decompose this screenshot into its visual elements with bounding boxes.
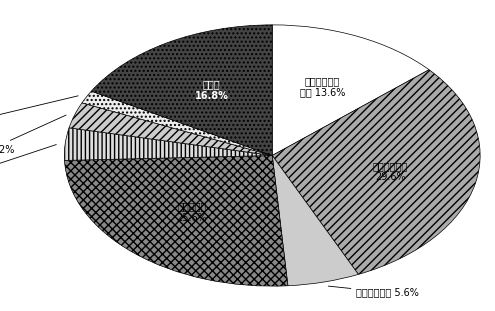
Wedge shape (272, 25, 429, 156)
Wedge shape (272, 156, 358, 286)
Text: その他  3.2%: その他 3.2% (0, 115, 66, 154)
Text: 休暇がとれる
29.6%: 休暇がとれる 29.6% (372, 161, 408, 182)
Text: 気配りは必要でない  1.6%: 気配りは必要でない 1.6% (0, 96, 78, 129)
Text: 同病者がいる  4.0%: 同病者がいる 4.0% (0, 145, 56, 179)
Wedge shape (82, 91, 272, 156)
Wedge shape (92, 25, 272, 156)
Text: 時間を短くで
きる 13.6%: 時間を短くで きる 13.6% (299, 76, 345, 97)
Wedge shape (64, 156, 288, 286)
Wedge shape (272, 70, 480, 274)
Text: 無回答
16.8%: 無回答 16.8% (195, 79, 229, 101)
Text: 理解がある
25.6%: 理解がある 25.6% (177, 201, 207, 223)
Wedge shape (69, 103, 272, 156)
Text: 騒音が少ない 5.6%: 騒音が少ない 5.6% (328, 286, 419, 297)
Wedge shape (64, 128, 272, 160)
